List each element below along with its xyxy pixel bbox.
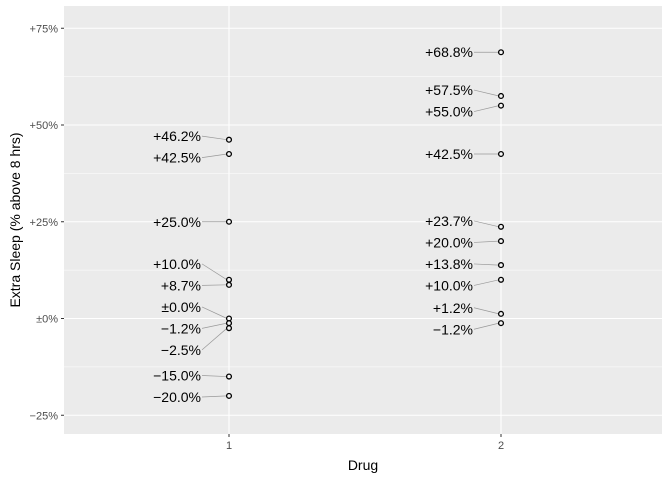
y-tick-label: ±0%: [36, 314, 58, 326]
data-label: +42.5%: [153, 150, 201, 166]
data-point: [497, 238, 505, 245]
label-leader-line: [201, 327, 228, 351]
y-axis: −25% ±0% +25% +50% +75%: [30, 23, 64, 422]
data-point: [497, 320, 505, 327]
label-leader-line: [473, 307, 500, 315]
data-points: [225, 49, 505, 399]
x-tick-label: 1: [226, 440, 232, 452]
data-point: [497, 102, 505, 109]
x-tick-label: 2: [498, 440, 504, 452]
label-leader-line: [201, 306, 228, 319]
data-point: [225, 136, 233, 143]
label-leader-line: [201, 322, 228, 329]
label-leader-line: [473, 279, 500, 286]
data-label: +46.2%: [153, 128, 201, 144]
data-point: [225, 218, 233, 225]
data-label: −20.0%: [153, 389, 201, 405]
label-leader-line: [473, 240, 500, 243]
data-point: [225, 392, 233, 399]
label-leader-line: [201, 395, 228, 398]
label-leader-line: [201, 263, 228, 281]
data-label: −1.2%: [433, 321, 473, 337]
label-leaders: [201, 51, 500, 398]
data-label: +25.0%: [153, 214, 201, 230]
data-label: +55.0%: [425, 104, 473, 120]
label-leader-line: [473, 263, 500, 266]
data-point: [225, 150, 233, 158]
data-label: +20.0%: [425, 234, 473, 250]
data-point: [497, 92, 505, 100]
data-point: [225, 373, 233, 380]
data-point: [225, 281, 233, 288]
label-leader-line: [201, 284, 228, 286]
data-label: ±0.0%: [161, 299, 201, 315]
data-point: [497, 223, 505, 230]
plot-background: [64, 6, 662, 434]
data-label: +57.5%: [425, 82, 473, 98]
data-labels: +46.2% +42.5% +25.0% +10.0% +8.7% ±0.0% −1.2% −…: [153, 44, 473, 405]
label-leader-line: [473, 322, 500, 330]
label-leader-line: [201, 153, 228, 158]
data-point: [497, 276, 505, 283]
data-label: +23.7%: [425, 213, 473, 229]
data-label: −2.5%: [161, 342, 201, 358]
data-label: −15.0%: [153, 367, 201, 383]
data-label: +1.2%: [433, 300, 473, 316]
data-point: [497, 150, 505, 158]
y-axis-title: Extra Sleep (% above 8 hrs): [7, 132, 23, 307]
data-label: +10.0%: [153, 256, 201, 272]
data-label: +42.5%: [425, 146, 473, 162]
grid-major: [64, 6, 662, 434]
data-point: [497, 49, 505, 56]
data-point: [497, 310, 505, 317]
data-point: [225, 325, 233, 332]
data-label: +68.8%: [425, 44, 473, 60]
grid-minor: [64, 76, 662, 368]
y-tick-label: +50%: [30, 120, 59, 132]
data-label: −1.2%: [161, 320, 201, 336]
data-label: +13.8%: [425, 256, 473, 272]
y-tick-label: +75%: [30, 23, 59, 35]
label-leader-line: [473, 105, 500, 112]
data-point: [497, 262, 505, 269]
data-label: +10.0%: [425, 277, 473, 293]
x-axis-title: Drug: [348, 457, 378, 473]
data-label: +8.7%: [161, 277, 201, 293]
label-leader-line: [473, 89, 500, 97]
label-leader-line: [201, 375, 228, 377]
label-leader-line: [473, 220, 500, 228]
y-tick-label: +25%: [30, 217, 59, 229]
label-leader-line: [201, 135, 228, 141]
y-tick-label: −25%: [30, 410, 59, 422]
